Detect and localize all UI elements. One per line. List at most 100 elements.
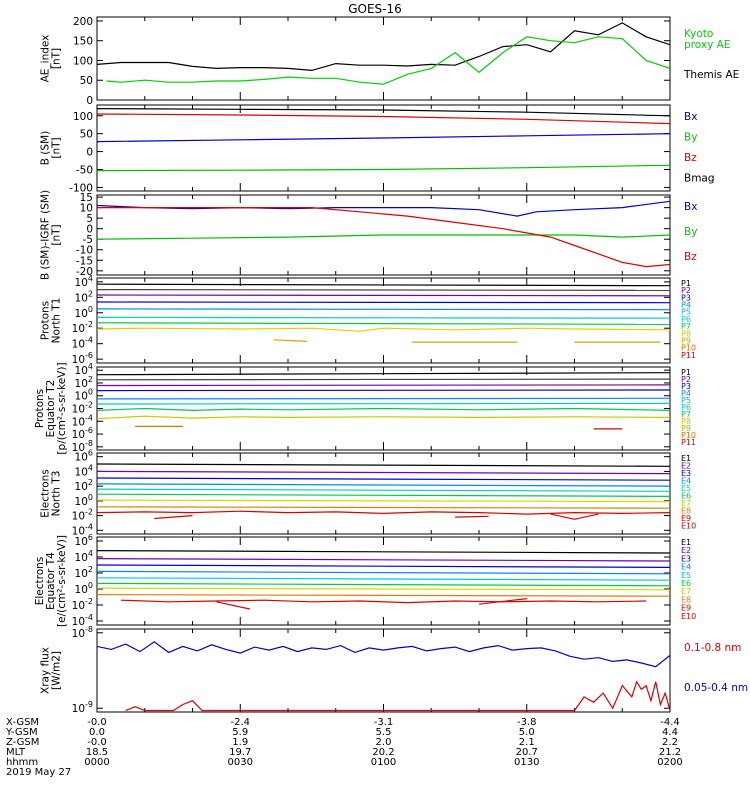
panel-xray: 10-8 10-9 Xray flux [W/m2] 0.1-0.8 nm 0.05-0.…	[40, 625, 749, 715]
y-tick-label: -100	[69, 182, 93, 194]
y-tick-label: 10-9	[72, 700, 93, 715]
y-axis-label: [nT]	[51, 224, 63, 245]
channel-label: E2	[681, 546, 691, 555]
series-line-p6	[97, 316, 670, 319]
ephemeris-row-label: X-GSM	[6, 717, 39, 728]
legend-entry: Themis AE	[683, 69, 739, 81]
series-line-p6	[97, 402, 670, 405]
y-tick-label: 100	[75, 305, 93, 320]
y-tick-label: 5	[86, 213, 93, 225]
series-line-p8	[97, 327, 670, 332]
series-line-p4	[97, 301, 670, 304]
channel-label: P4	[681, 301, 691, 310]
series-line-p5	[97, 308, 670, 311]
series-line-e9d	[550, 513, 599, 520]
y-axis-label: Xray flux	[40, 647, 52, 694]
legend-entry: 0.05-0.4 nm	[684, 682, 748, 694]
series-line-e9c	[478, 598, 527, 605]
ephemeris-value: -3.8	[517, 717, 537, 728]
channel-label: P3	[681, 382, 691, 391]
channel-label: E9	[681, 514, 691, 523]
y-axis-label: North T3	[51, 471, 63, 517]
ephemeris-value: 18.5	[86, 747, 108, 758]
y-tick-label: -15	[76, 255, 93, 267]
y-tick-label: 104	[75, 549, 93, 564]
panel-frame	[96, 536, 671, 626]
ephemeris-value: 2.2	[662, 737, 678, 748]
y-tick-label: 102	[75, 375, 93, 390]
series-line-p7	[97, 407, 670, 412]
channel-label: P8	[681, 417, 691, 426]
y-tick-label: 10	[80, 203, 93, 215]
series-line-e5	[97, 577, 670, 581]
panel-bsm: -100 -50 0 50 100 B (SM) [nT] Bx By Bz Bmag	[40, 104, 715, 194]
y-tick-label: 10-2	[72, 597, 93, 612]
channel-label: P6	[681, 315, 691, 324]
series-line-e8	[97, 593, 670, 597]
series-line-bmag	[97, 108, 670, 117]
ephemeris-value: 0030	[228, 757, 253, 768]
y-tick-label: 10-6	[72, 351, 93, 366]
channel-label: P3	[681, 293, 691, 302]
channel-label: E3	[681, 554, 691, 563]
series-line-e4	[97, 483, 670, 487]
legend-entry: proxy AE	[684, 39, 730, 51]
series-group	[97, 200, 670, 268]
channel-label: P4	[681, 389, 691, 398]
channel-label: P5	[681, 396, 691, 405]
ephemeris-value: -2.4	[230, 717, 250, 728]
ephemeris-row-label: MLT	[6, 747, 26, 758]
y-tick-label: 100	[73, 111, 93, 123]
ephemeris-row-label: Z-GSM	[6, 737, 39, 748]
y-tick-label: 104	[75, 463, 93, 478]
y-axis-label: Electrons	[34, 557, 46, 606]
channel-label: E5	[681, 571, 691, 580]
series-line-e3	[97, 477, 670, 481]
series-group	[97, 549, 670, 610]
y-tick-label: 100	[75, 388, 93, 403]
y-tick-label: 10-4	[72, 522, 93, 537]
y-tick-label: 10-2	[72, 320, 93, 335]
y-axis-label: [p/(cm²-s-sr-keV)]	[56, 362, 68, 454]
ephemeris-value: 2.0	[376, 737, 392, 748]
series-line-e4	[97, 570, 670, 575]
series-line-e6	[97, 493, 670, 497]
series-group	[97, 372, 670, 430]
series-line-p5	[97, 397, 670, 400]
series-line-e1	[97, 549, 670, 554]
y-tick-label: 100	[75, 493, 93, 508]
y-tick-label: 150	[73, 36, 93, 48]
channel-label: P11	[681, 438, 696, 447]
series-line-themis-ae	[97, 22, 670, 72]
y-tick-label: 200	[73, 16, 93, 28]
series-line-e9	[120, 599, 647, 604]
series-line-by	[97, 234, 670, 240]
channel-label: E10	[681, 612, 696, 621]
ephemeris-value: 20.7	[516, 747, 538, 758]
ephemeris-value: 0200	[657, 757, 682, 768]
channel-label: P7	[681, 410, 691, 419]
y-tick-label: -5	[83, 234, 93, 246]
y-tick-label: 50	[80, 129, 93, 141]
series-line-e7	[97, 587, 670, 591]
legend-entry: Bx	[684, 111, 697, 123]
y-axis-label: [nT]	[51, 137, 63, 158]
y-tick-label: 102	[75, 565, 93, 580]
series-line-by	[97, 164, 670, 172]
y-tick-label: 50	[80, 75, 93, 87]
series-line-e9c	[455, 515, 489, 518]
channel-label: P8	[681, 329, 691, 338]
ephemeris-value: 0130	[514, 757, 539, 768]
channel-label: P1	[681, 279, 691, 288]
series-line-p2	[97, 378, 670, 381]
y-axis-label: B (SM)-IGRF (SM)	[40, 190, 52, 280]
channel-label: E7	[681, 499, 691, 508]
series-line-p3	[97, 294, 670, 297]
y-tick-label: 104	[75, 362, 93, 377]
